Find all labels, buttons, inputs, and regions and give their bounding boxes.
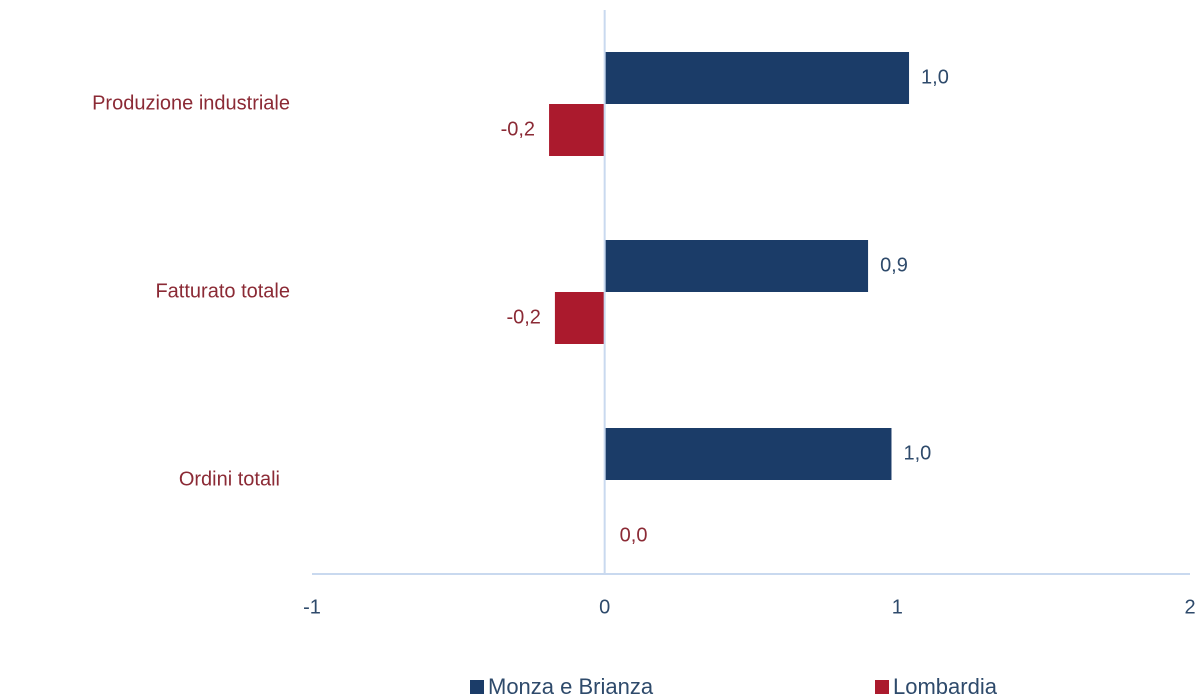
data-label: -0,2: [506, 306, 540, 328]
data-label: 1,0: [921, 66, 949, 88]
x-tick-label: 1: [892, 596, 903, 618]
legend-swatch: [470, 680, 484, 694]
legend-swatch: [875, 680, 889, 694]
x-tick-label: -1: [303, 596, 321, 618]
bar: [604, 428, 892, 480]
bar: [554, 292, 605, 344]
bar: [604, 240, 869, 292]
category-label: Produzione industriale: [92, 92, 290, 114]
legend-label: Monza e Brianza: [488, 674, 654, 699]
bar: [604, 52, 910, 104]
data-label: 0,9: [880, 254, 908, 276]
data-label: -0,2: [501, 118, 535, 140]
legend-label: Lombardia: [893, 674, 998, 699]
x-tick-label: 2: [1184, 596, 1195, 618]
category-label: Ordini totali: [179, 468, 280, 490]
data-label: 0,0: [620, 524, 648, 546]
bar: [549, 104, 605, 156]
category-label: Fatturato totale: [155, 280, 290, 302]
data-label: 1,0: [903, 442, 931, 464]
x-tick-label: 0: [599, 596, 610, 618]
